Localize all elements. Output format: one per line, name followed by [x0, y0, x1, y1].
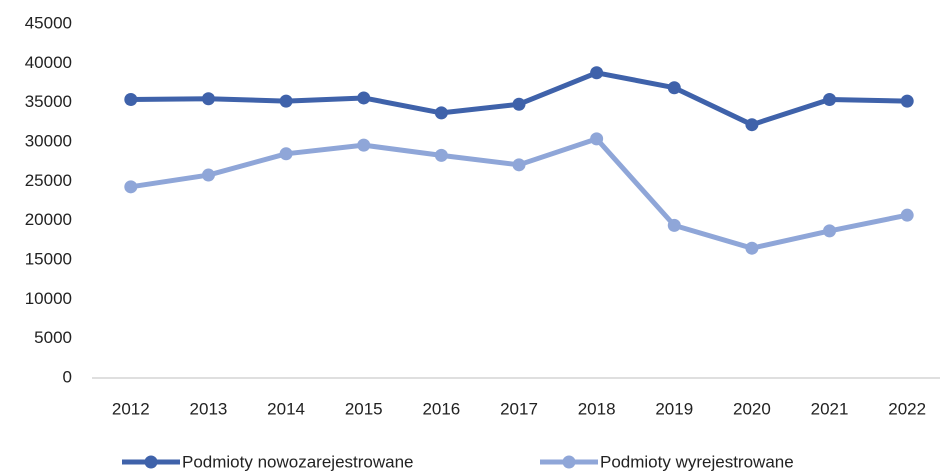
point [667, 81, 681, 95]
x-tick-label: 2017 [500, 399, 538, 418]
point [357, 91, 371, 105]
x-tick-label: 2022 [888, 399, 926, 418]
point [900, 94, 914, 108]
x-tick-label: 2019 [655, 399, 693, 418]
point [357, 138, 371, 152]
x-tick-label: 2021 [811, 399, 849, 418]
point [590, 132, 604, 146]
y-tick-label: 10000 [25, 289, 72, 308]
point [667, 218, 681, 232]
y-tick-label: 40000 [25, 53, 72, 72]
y-tick-label: 35000 [25, 92, 72, 111]
point [124, 93, 138, 107]
x-tick-label: 2020 [733, 399, 771, 418]
point [900, 208, 914, 222]
y-tick-label: 45000 [25, 13, 72, 32]
x-tick-label: 2018 [578, 399, 616, 418]
x-tick-label: 2016 [422, 399, 460, 418]
point [745, 118, 759, 132]
point [512, 158, 526, 172]
x-tick-label: 2013 [190, 399, 228, 418]
point [279, 94, 293, 108]
point [124, 180, 138, 194]
point [434, 148, 448, 162]
y-tick-label: 20000 [25, 210, 72, 229]
legend-label: Podmioty nowozarejestrowane [182, 452, 414, 471]
y-tick-label: 15000 [25, 249, 72, 268]
point [279, 147, 293, 161]
point [512, 97, 526, 111]
point [434, 106, 448, 120]
legend-label: Podmioty wyrejestrowane [600, 452, 794, 471]
legend-marker [144, 455, 158, 469]
x-tick-label: 2014 [267, 399, 305, 418]
point [201, 92, 215, 106]
x-tick-label: 2012 [112, 399, 150, 418]
y-tick-label: 5000 [34, 328, 72, 347]
x-tick-label: 2015 [345, 399, 383, 418]
y-tick-label: 25000 [25, 171, 72, 190]
point [201, 168, 215, 182]
y-tick-label: 30000 [25, 131, 72, 150]
legend-marker [562, 455, 576, 469]
series-line [130, 136, 908, 251]
point [745, 241, 759, 255]
point [823, 224, 837, 238]
point [823, 93, 837, 107]
point [590, 66, 604, 80]
y-tick-label: 0 [63, 367, 72, 386]
